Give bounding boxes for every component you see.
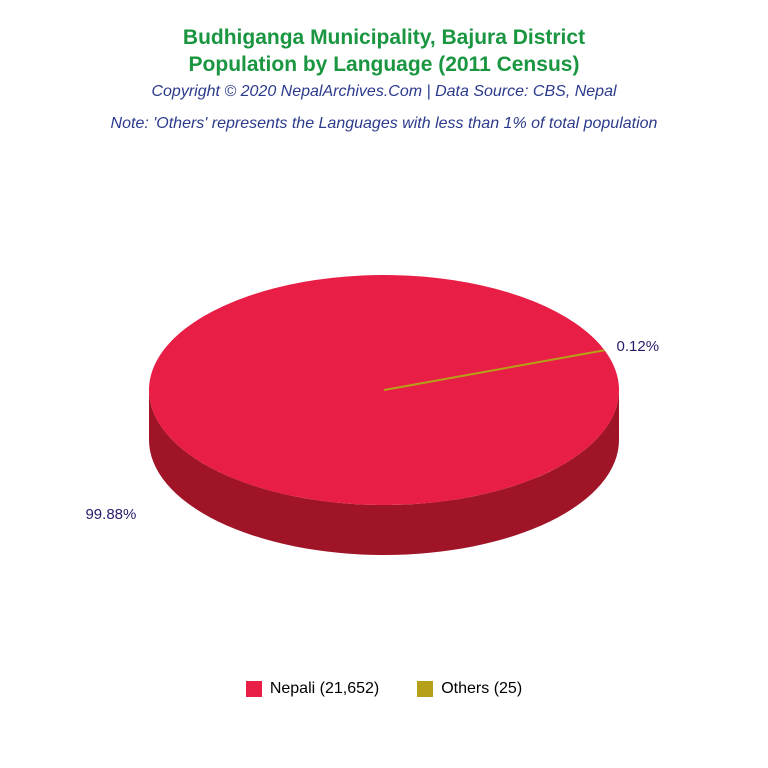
legend-swatch-nepali (246, 681, 262, 697)
legend-swatch-others (417, 681, 433, 697)
legend-item-nepali: Nepali (21,652) (246, 680, 379, 698)
slice-label-others: 0.12% (617, 338, 660, 355)
legend-label-nepali: Nepali (21,652) (270, 680, 379, 698)
slice-label-nepali: 99.88% (85, 506, 136, 523)
note: Note: 'Others' represents the Languages … (0, 115, 768, 133)
title-line-2: Population by Language (2011 Census) (0, 51, 768, 78)
legend: Nepali (21,652) Others (25) (0, 680, 768, 698)
legend-item-others: Others (25) (417, 680, 522, 698)
title-block: Budhiganga Municipality, Bajura District… (0, 0, 768, 133)
pie-chart: 99.88% 0.12% (0, 190, 768, 610)
legend-label-others: Others (25) (441, 680, 522, 698)
subtitle: Copyright © 2020 NepalArchives.Com | Dat… (0, 83, 768, 101)
title-line-1: Budhiganga Municipality, Bajura District (0, 24, 768, 51)
pie-svg (0, 190, 768, 610)
